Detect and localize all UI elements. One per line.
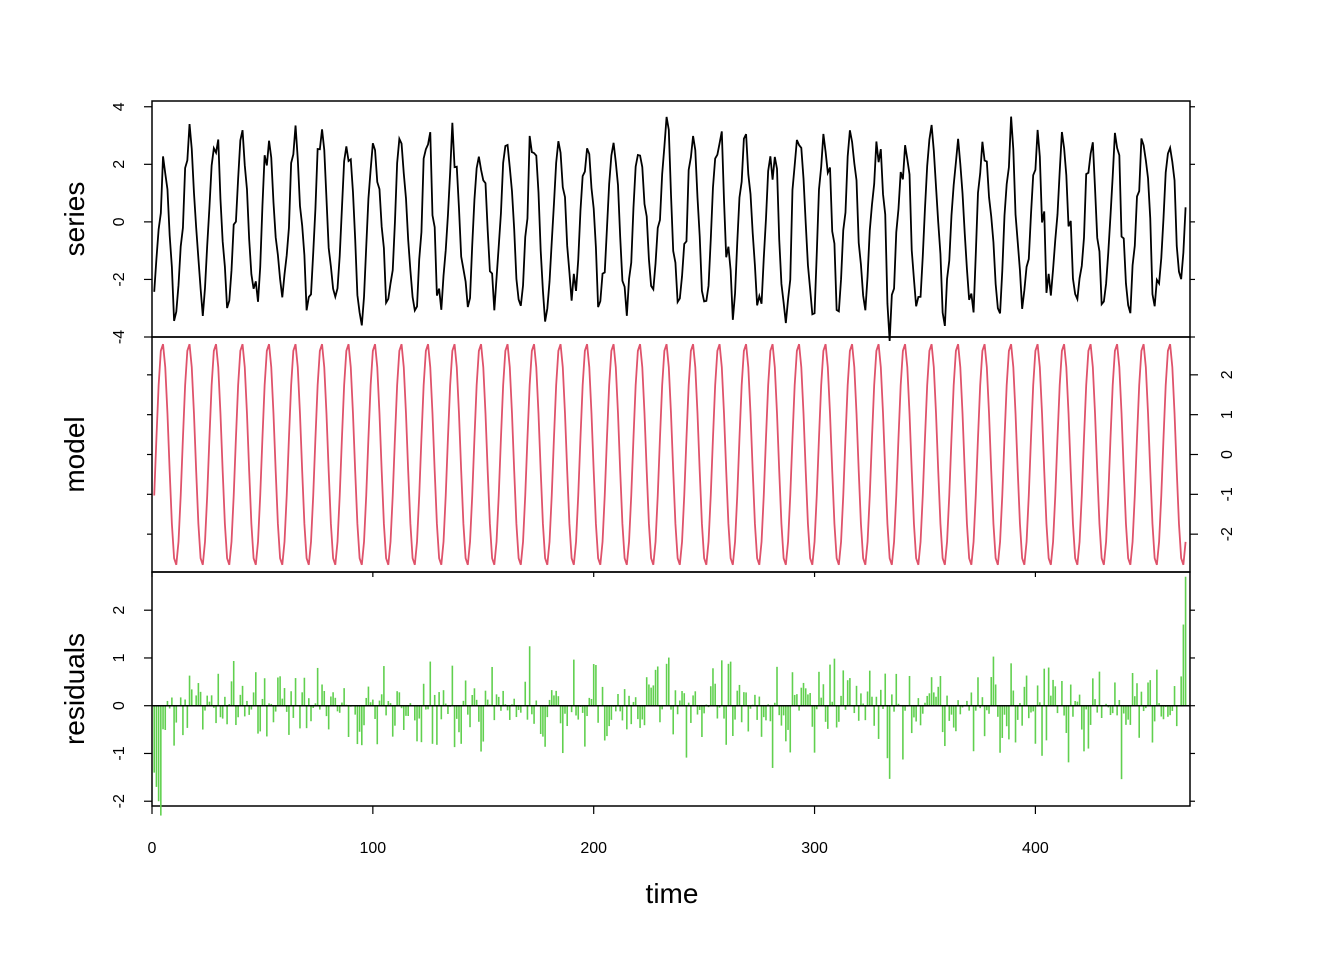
y-tick-model: 2: [147, 370, 1236, 379]
y-tick-label: 0: [111, 217, 128, 226]
x-tick-label: 200: [580, 840, 607, 857]
y-tick-model: -2: [147, 527, 1236, 541]
y-tick-label: -2: [111, 794, 128, 808]
panel-model: -2 -1 0 1 2 model: [59, 336, 1236, 573]
x-tick: 100: [359, 572, 386, 857]
y-tick-label: 2: [111, 160, 128, 169]
y-tick-label: 0: [111, 701, 128, 710]
y-tick-label: 4: [111, 102, 128, 111]
y-tick-label: -1: [1219, 487, 1236, 501]
y-tick-model: -1: [147, 487, 1236, 501]
x-axis-title: time: [646, 878, 699, 909]
y-tick-series: -4: [111, 330, 1195, 344]
x-tick: 200: [580, 572, 607, 857]
x-tick-label: 300: [801, 840, 828, 857]
y-tick-residuals: 0: [111, 701, 1195, 710]
y-tick-label: 1: [111, 653, 128, 662]
x-tick: 300: [801, 572, 828, 857]
y-tick-residuals: -1: [111, 746, 1195, 761]
x-tick: 0: [148, 572, 157, 857]
y-tick-series: 2: [111, 160, 1195, 169]
panel-series: -4 -2 0 2 4 series: [59, 100, 1195, 344]
panel-residuals: -2 -1 0 1 2 residuals: [59, 571, 1195, 816]
y-tick-label: -2: [1219, 527, 1236, 541]
y-tick-model: 0: [147, 450, 1236, 459]
series-line-series: [153, 116, 1187, 341]
y-tick-label: 2: [1219, 370, 1236, 379]
y-tick-label: 2: [111, 606, 128, 615]
y-tick-label: 0: [1219, 450, 1236, 459]
panel-label-residuals: residuals: [59, 633, 90, 745]
y-tick-residuals: -2: [111, 794, 1195, 808]
x-tick-label: 400: [1022, 840, 1049, 857]
x-tick: 400: [1022, 572, 1049, 857]
x-tick-label: 100: [359, 840, 386, 857]
y-tick-series: -2: [111, 272, 1195, 287]
chart-panels: -4 -2 0 2 4 series -2 -1 0 1 2 model -2 -1 0 1 2 residual…: [59, 100, 1236, 816]
y-tick-label: -1: [111, 746, 128, 760]
y-tick-label: -2: [111, 272, 128, 286]
panel-label-model: model: [59, 416, 90, 492]
y-tick-residuals: 1: [111, 653, 1195, 662]
y-tick-series: 0: [111, 217, 1195, 226]
x-tick-label: 0: [148, 840, 157, 857]
series-line-model: [153, 343, 1187, 566]
x-axis: 0 100 200 300 400: [148, 572, 1049, 857]
panel-frame: [151, 571, 1191, 807]
y-tick-label: 1: [1219, 410, 1236, 419]
residual-bars: [153, 576, 1187, 816]
y-tick-label: -4: [111, 330, 128, 344]
y-tick-model: 1: [147, 410, 1236, 419]
y-tick-series: 4: [111, 102, 1195, 111]
panel-label-series: series: [59, 182, 90, 257]
y-tick-residuals: 2: [111, 606, 1195, 615]
